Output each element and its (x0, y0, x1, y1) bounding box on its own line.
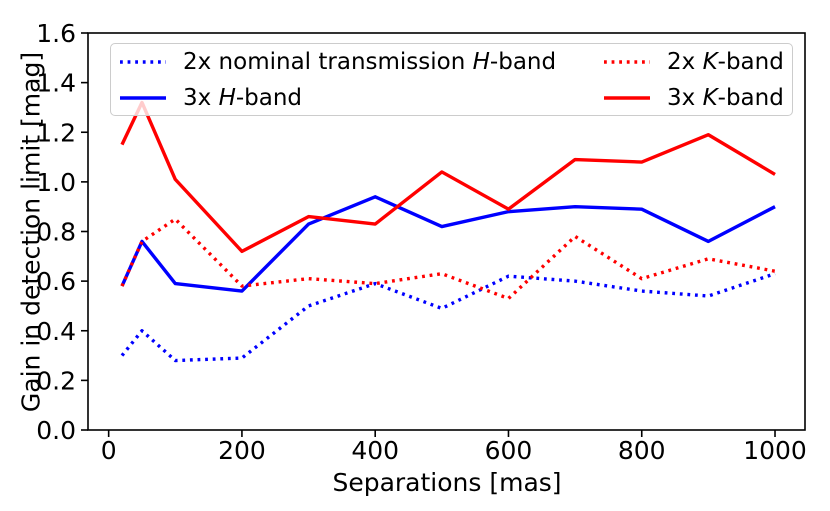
legend-label-text: -band (717, 49, 784, 75)
series-line-0 (120, 272, 776, 363)
legend-dotted-line-sample-blue (120, 60, 166, 64)
legend-label-text: 2x (667, 49, 703, 75)
legend-label-italic: K (702, 85, 718, 111)
legend-label: 3x K-band (667, 85, 784, 111)
y-tick-label: 1.2 (36, 118, 76, 147)
legend-dotted-line-sample-red (604, 60, 650, 64)
y-tick-label: 0.0 (36, 416, 76, 445)
legend-label: 3x H-band (183, 85, 302, 111)
legend-label-text: -band (717, 85, 784, 111)
legend-label-text: 2x nominal transmission (183, 49, 473, 75)
y-tick-label: 0.2 (36, 366, 76, 395)
x-tick-label: 1000 (743, 436, 807, 465)
y-axis-label: Gain in detection limit [mag] (16, 51, 46, 413)
x-tick-label: 400 (351, 436, 399, 465)
legend-item-3x-k-band: 3x K-band (603, 81, 784, 115)
legend-label-italic: H (472, 49, 490, 75)
legend-label-text: 3x (183, 85, 219, 111)
legend-item-2x-k-band: 2x K-band (603, 45, 784, 79)
series-line-2 (120, 217, 776, 301)
x-tick-label: 0 (101, 436, 117, 465)
legend-label-italic: H (218, 85, 236, 111)
legend-label-text: 3x (667, 85, 703, 111)
legend-item-2x-nominal-transmission-h-band: 2x nominal transmission H-band (119, 45, 556, 79)
legend-label: 2x nominal transmission H-band (183, 49, 556, 75)
legend-label: 2x K-band (667, 49, 784, 75)
y-tick-label: 1.0 (36, 168, 76, 197)
x-tick-label: 800 (618, 436, 666, 465)
series-line-3 (120, 100, 776, 254)
axes-spines (87, 32, 806, 431)
y-tick-label: 1.6 (36, 19, 76, 48)
x-axis-label: Separations [mas] (332, 468, 562, 497)
legend-solid-line-sample-blue (120, 96, 166, 100)
y-tick-label: 0.4 (36, 317, 76, 346)
y-tick-label: 0.6 (36, 267, 76, 296)
x-tick-label: 600 (485, 436, 533, 465)
y-tick-label: 1.4 (36, 69, 76, 98)
legend: 2x nominal transmission H-band 3x H-band… (110, 43, 793, 116)
series-line-1 (120, 195, 776, 293)
legend-label-text: -band (235, 85, 303, 111)
legend-label-italic: K (702, 49, 718, 75)
x-tick-label: 200 (218, 436, 266, 465)
legend-solid-line-sample-red (604, 96, 650, 100)
y-tick-label: 0.8 (36, 218, 76, 247)
legend-item-3x-h-band: 3x H-band (119, 81, 302, 115)
legend-label-text: -band (489, 49, 557, 75)
